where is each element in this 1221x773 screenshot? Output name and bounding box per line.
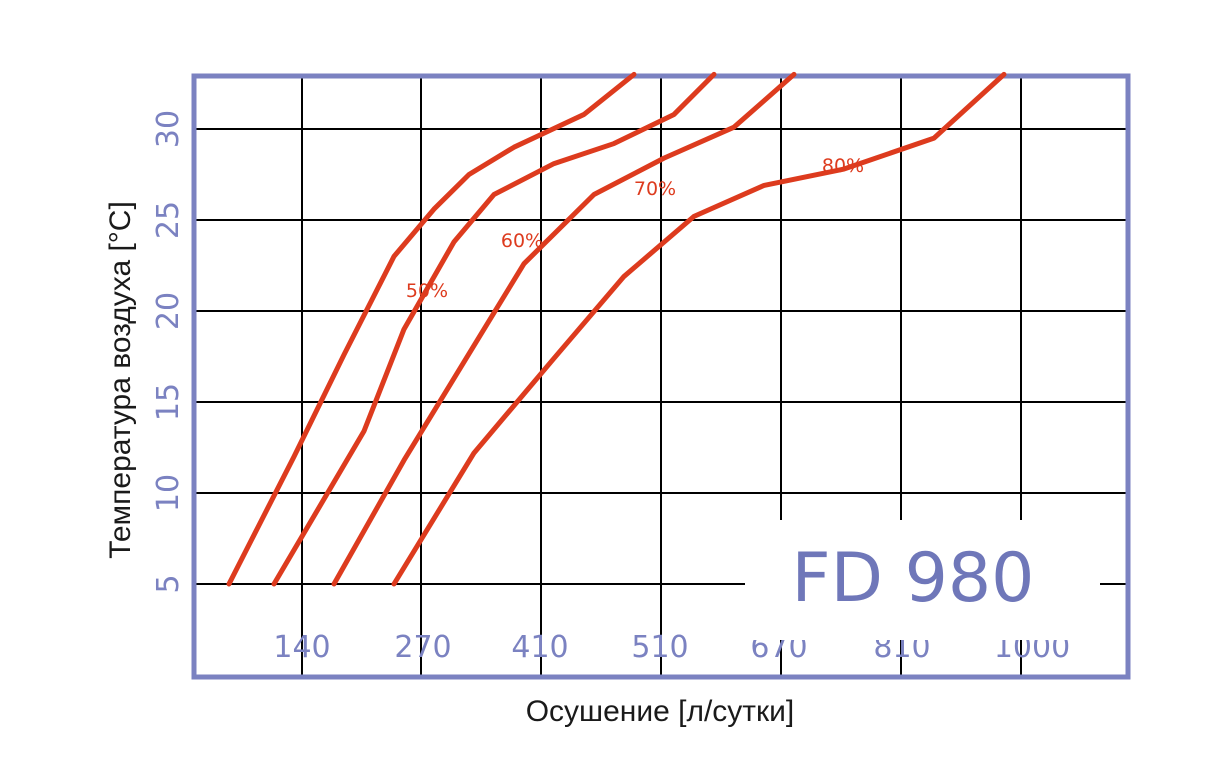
y-tick-label: 15 [151, 383, 186, 421]
series-line-60 [271, 71, 717, 587]
y-axis-title: Температура воздуха [°C] [104, 201, 137, 559]
series-line-80 [391, 71, 1007, 587]
x-axis-title: Осушение [л/сутки] [526, 695, 795, 728]
plot-frame [191, 73, 1131, 680]
series-line-50 [226, 71, 637, 587]
series-layer [226, 71, 1007, 587]
y-tick-label: 10 [151, 474, 186, 512]
chart-title: FD 980 [792, 539, 1035, 618]
y-axis-ticks: 5 10 15 20 25 30 [151, 110, 186, 594]
series-labels: 50% 60% 70% 80% [406, 155, 864, 302]
series-label-80: 80% [822, 155, 864, 177]
series-label-60: 60% [501, 230, 543, 252]
series-label-70: 70% [634, 178, 676, 200]
y-tick-label: 20 [151, 292, 186, 330]
series-line-70 [331, 71, 797, 587]
y-tick-label: 30 [151, 110, 186, 148]
y-tick-label: 25 [151, 201, 186, 239]
series-label-50: 50% [406, 280, 448, 302]
x-tick-label: 410 [511, 630, 568, 665]
x-tick-label: 140 [273, 630, 330, 665]
y-tick-label: 5 [151, 574, 186, 593]
x-tick-label: 270 [394, 630, 451, 665]
x-tick-label: 510 [631, 630, 688, 665]
title-backdrop [745, 520, 1100, 640]
